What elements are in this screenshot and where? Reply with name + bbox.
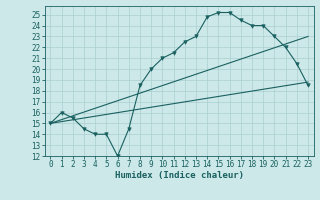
X-axis label: Humidex (Indice chaleur): Humidex (Indice chaleur)	[115, 171, 244, 180]
